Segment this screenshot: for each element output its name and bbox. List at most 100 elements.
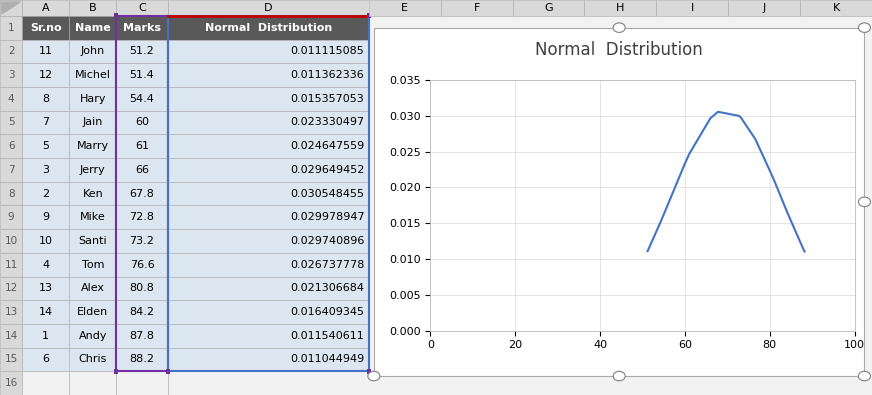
Text: Normal  Distribution: Normal Distribution bbox=[535, 41, 703, 59]
Text: Marry: Marry bbox=[77, 141, 109, 151]
Bar bbox=[0, 324, 22, 348]
Bar bbox=[70, 158, 116, 182]
Text: 14: 14 bbox=[38, 307, 53, 317]
Bar bbox=[0, 276, 22, 300]
Bar bbox=[22, 134, 70, 158]
Text: 2: 2 bbox=[8, 46, 14, 56]
Text: 0.024647559: 0.024647559 bbox=[290, 141, 364, 151]
Bar bbox=[70, 63, 116, 87]
Bar bbox=[22, 182, 70, 205]
Bar bbox=[70, 16, 116, 40]
Text: 51.2: 51.2 bbox=[130, 46, 154, 56]
Bar bbox=[167, 253, 369, 276]
Text: John: John bbox=[80, 46, 105, 56]
Bar bbox=[0, 182, 22, 205]
Bar bbox=[167, 300, 369, 324]
Bar bbox=[22, 229, 70, 253]
Bar bbox=[116, 0, 167, 16]
Bar bbox=[70, 253, 116, 276]
Bar bbox=[167, 371, 369, 395]
Bar bbox=[657, 0, 728, 16]
Bar bbox=[440, 0, 513, 16]
Bar bbox=[22, 87, 70, 111]
Bar bbox=[116, 229, 167, 253]
Text: 60: 60 bbox=[135, 117, 149, 128]
Text: 16: 16 bbox=[4, 378, 17, 388]
Text: F: F bbox=[473, 3, 480, 13]
Bar bbox=[116, 16, 167, 371]
Bar bbox=[22, 63, 70, 87]
Circle shape bbox=[858, 197, 870, 207]
Bar bbox=[116, 111, 167, 134]
Text: Tom: Tom bbox=[81, 260, 104, 270]
Bar bbox=[70, 87, 116, 111]
Bar bbox=[70, 371, 116, 395]
Text: Sr.no: Sr.no bbox=[30, 23, 62, 33]
Text: Alex: Alex bbox=[81, 283, 105, 293]
Bar bbox=[167, 276, 369, 300]
Text: 7: 7 bbox=[8, 165, 14, 175]
Text: Normal  Distribution: Normal Distribution bbox=[205, 23, 332, 33]
Circle shape bbox=[858, 23, 870, 32]
Bar bbox=[167, 87, 369, 111]
Bar bbox=[116, 16, 167, 40]
Bar bbox=[22, 16, 70, 40]
Text: 76.6: 76.6 bbox=[130, 260, 154, 270]
Text: 0.011362336: 0.011362336 bbox=[290, 70, 364, 80]
Text: 0.030548455: 0.030548455 bbox=[290, 188, 364, 199]
Text: 8: 8 bbox=[42, 94, 50, 104]
Text: 0.026737778: 0.026737778 bbox=[290, 260, 364, 270]
Text: 7: 7 bbox=[42, 117, 50, 128]
Bar bbox=[0, 300, 22, 324]
Text: 0.023330497: 0.023330497 bbox=[290, 117, 364, 128]
Bar bbox=[728, 0, 800, 16]
Bar bbox=[374, 28, 864, 376]
Bar bbox=[70, 111, 116, 134]
Text: 14: 14 bbox=[4, 331, 17, 341]
Text: 0.029978947: 0.029978947 bbox=[290, 212, 364, 222]
Bar bbox=[116, 371, 167, 395]
Bar bbox=[70, 205, 116, 229]
Circle shape bbox=[368, 371, 380, 381]
Bar bbox=[70, 134, 116, 158]
Circle shape bbox=[613, 23, 625, 32]
Bar bbox=[116, 87, 167, 111]
Bar bbox=[116, 134, 167, 158]
Bar bbox=[22, 0, 70, 16]
Text: 2: 2 bbox=[42, 188, 50, 199]
Text: Name: Name bbox=[75, 23, 111, 33]
Bar bbox=[0, 371, 22, 395]
Text: Hary: Hary bbox=[79, 94, 106, 104]
Bar bbox=[114, 13, 119, 18]
Text: 5: 5 bbox=[42, 141, 49, 151]
Text: K: K bbox=[833, 3, 840, 13]
Bar bbox=[0, 63, 22, 87]
Text: Jerry: Jerry bbox=[80, 165, 106, 175]
Bar bbox=[366, 13, 371, 18]
Text: Jain: Jain bbox=[83, 117, 103, 128]
Text: 6: 6 bbox=[8, 141, 14, 151]
Text: E: E bbox=[401, 3, 408, 13]
Bar bbox=[70, 229, 116, 253]
Text: Michel: Michel bbox=[75, 70, 111, 80]
Bar bbox=[116, 253, 167, 276]
Text: 0.015357053: 0.015357053 bbox=[290, 94, 364, 104]
Text: Chris: Chris bbox=[78, 354, 107, 365]
Bar bbox=[22, 324, 70, 348]
Bar bbox=[22, 300, 70, 324]
Text: 0.029740896: 0.029740896 bbox=[290, 236, 364, 246]
Bar bbox=[584, 0, 657, 16]
Bar bbox=[167, 324, 369, 348]
Text: 6: 6 bbox=[42, 354, 49, 365]
Text: Santi: Santi bbox=[78, 236, 107, 246]
Text: 5: 5 bbox=[8, 117, 14, 128]
Text: 4: 4 bbox=[8, 94, 14, 104]
Bar bbox=[0, 205, 22, 229]
Text: 88.2: 88.2 bbox=[130, 354, 154, 365]
Bar bbox=[116, 205, 167, 229]
Text: Andy: Andy bbox=[78, 331, 107, 341]
Bar bbox=[22, 158, 70, 182]
Bar bbox=[167, 0, 369, 16]
Text: 84.2: 84.2 bbox=[130, 307, 154, 317]
Bar bbox=[167, 348, 369, 371]
